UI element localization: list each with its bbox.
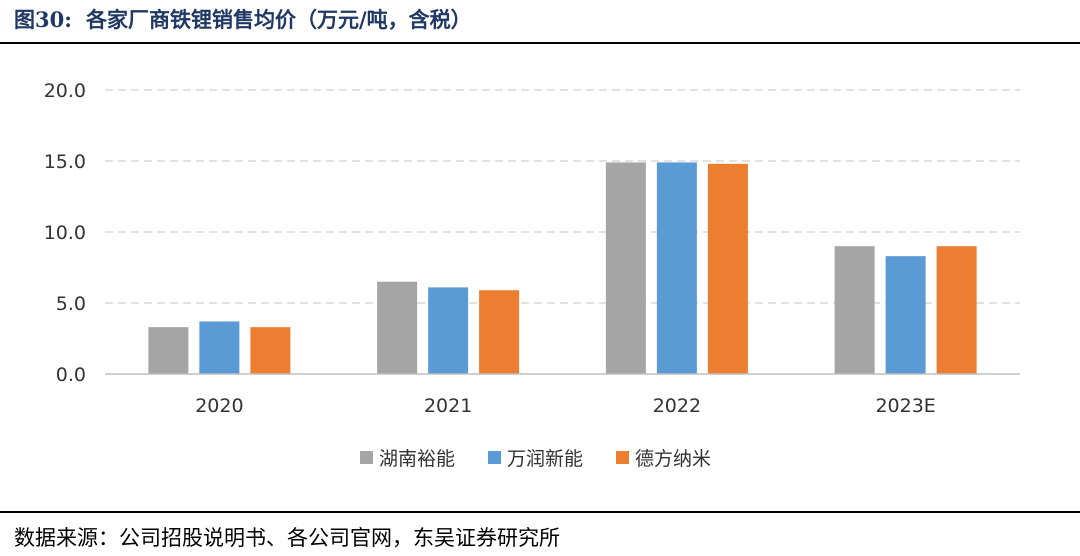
y-tick-label: 0.0	[56, 364, 86, 386]
x-axis-ticks: 2020 2021 2022 2023E	[195, 395, 936, 417]
y-tick-label: 15.0	[44, 151, 86, 173]
legend-swatch	[360, 451, 373, 464]
x-tick-label: 2021	[424, 395, 472, 417]
figure-title: 图30: 各家厂商铁锂销售均价（万元/吨，含税）	[14, 4, 486, 34]
bar-chart: 0.0 5.0 10.0 15.0 20.0 2020 2021 2022 2023E 湖南裕…	[44, 80, 1020, 470]
bar-2023e-series-2	[936, 246, 977, 374]
y-tick-label: 5.0	[56, 293, 86, 315]
y-tick-label: 20.0	[44, 80, 86, 102]
x-tick-label: 2020	[195, 395, 243, 417]
y-tick-label: 10.0	[44, 222, 86, 244]
y-axis-ticks: 0.0 5.0 10.0 15.0 20.0	[44, 80, 86, 386]
bar-2021-series-0	[377, 281, 418, 374]
bars	[148, 162, 977, 374]
bar-2021-series-1	[428, 287, 469, 374]
legend-swatch	[616, 451, 629, 464]
bar-2022-series-0	[605, 162, 646, 374]
bar-2022-series-2	[707, 163, 748, 374]
legend: 湖南裕能 万润新能 德方纳米	[360, 448, 711, 470]
legend-label: 万润新能	[507, 448, 583, 470]
top-rule	[0, 42, 1080, 44]
figure-title-text: 各家厂商铁锂销售均价（万元/吨，含税）	[85, 7, 472, 32]
figure-label: 图30:	[14, 7, 72, 32]
gridlines	[105, 89, 1020, 304]
bar-2020-series-1	[199, 321, 240, 374]
x-tick-label: 2023E	[875, 395, 935, 417]
bar-2023e-series-1	[885, 256, 926, 374]
bar-2020-series-2	[250, 327, 291, 374]
bar-2021-series-2	[479, 290, 520, 374]
x-tick-label: 2022	[653, 395, 701, 417]
legend-swatch	[488, 451, 501, 464]
source-note: 数据来源：公司招股说明书、各公司官网，东吴证券研究所	[14, 526, 560, 550]
legend-label: 德方纳米	[635, 448, 711, 470]
bar-2020-series-0	[148, 327, 189, 374]
bar-2023e-series-0	[834, 246, 875, 374]
legend-label: 湖南裕能	[379, 448, 455, 470]
bottom-rule	[0, 511, 1080, 513]
bar-2022-series-1	[656, 162, 697, 374]
